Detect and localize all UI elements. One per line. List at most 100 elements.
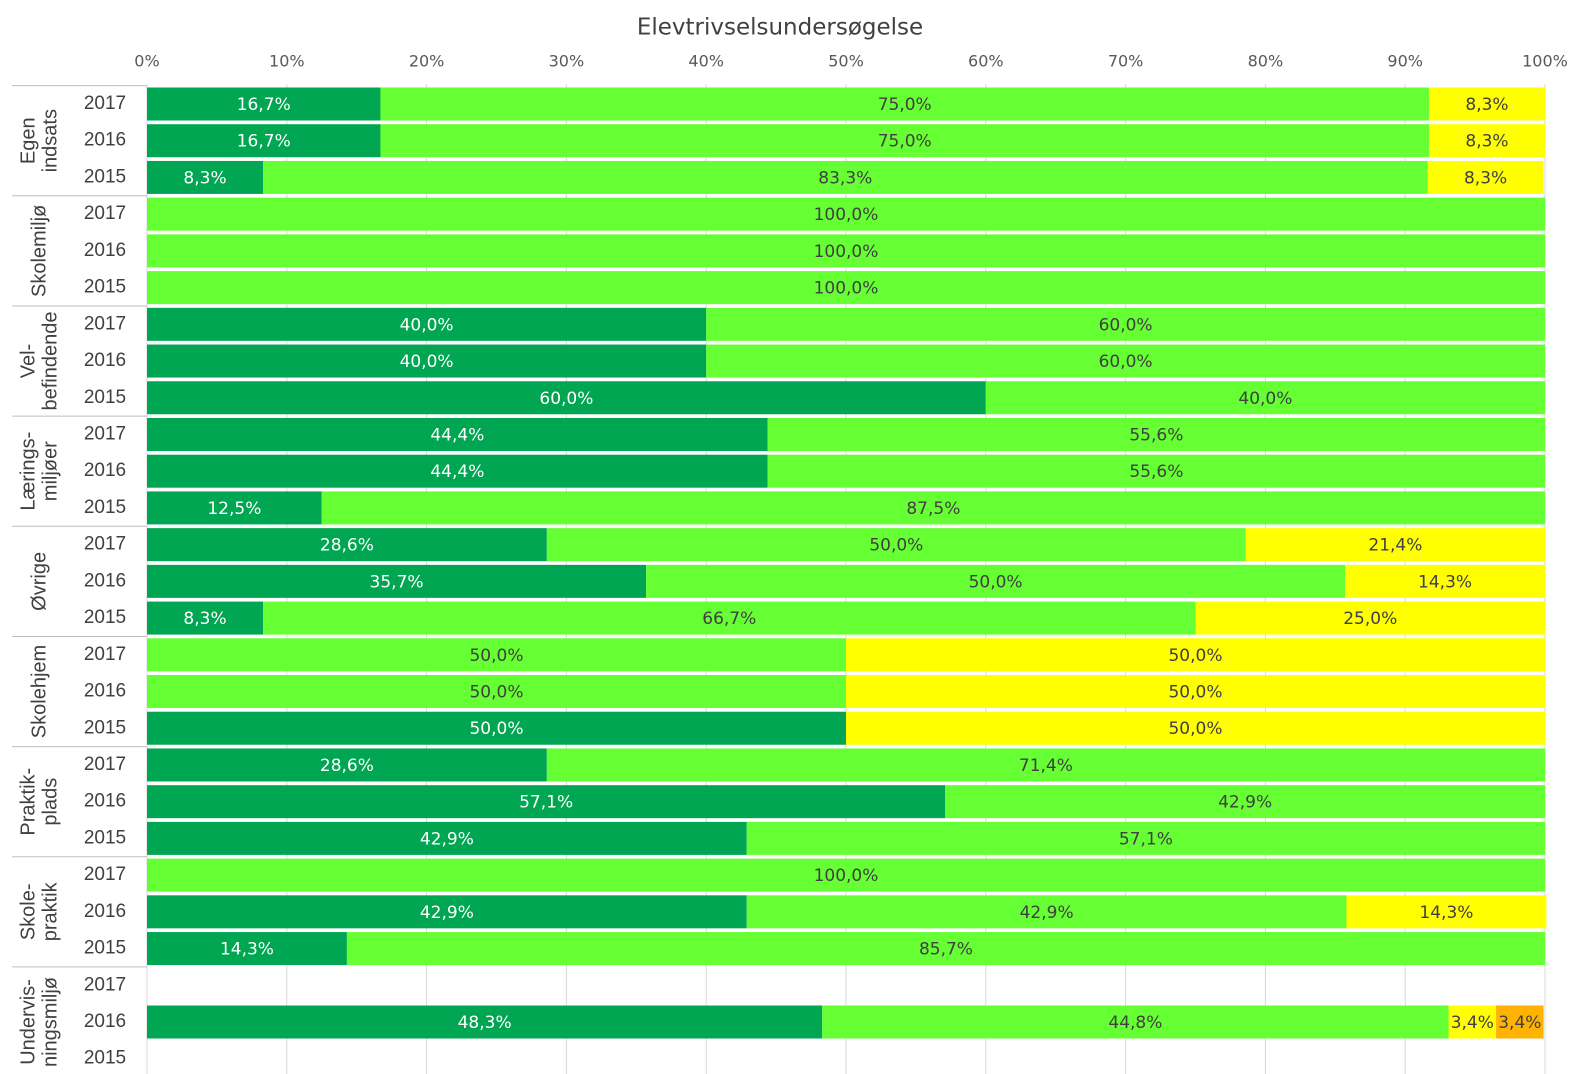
x-tick-label: 0%	[134, 52, 159, 71]
x-tick-label: 100%	[1522, 52, 1568, 71]
bar-segment	[706, 307, 1545, 341]
data-label: 71,4%	[1019, 756, 1073, 776]
bar-segment	[147, 454, 768, 488]
bar-segment	[147, 124, 381, 158]
bar-segment	[1496, 1005, 1544, 1039]
bar-segment	[263, 601, 1196, 635]
data-label: 66,7%	[702, 609, 756, 629]
bar-segment	[945, 785, 1545, 819]
data-label: 44,4%	[430, 425, 484, 445]
bar-segment	[147, 748, 547, 782]
bar-segment	[147, 307, 707, 341]
data-label: 16,7%	[237, 95, 291, 115]
bar-segment	[546, 748, 1545, 782]
y-tick-label: 2015	[84, 497, 126, 518]
bar-segment	[1428, 87, 1545, 121]
bar-segment	[822, 1005, 1449, 1039]
bar-segment	[147, 87, 381, 121]
y-tick-label: 2017	[84, 203, 126, 224]
bar-segment	[346, 932, 1545, 966]
y-tick-label: 2017	[84, 423, 126, 444]
bar-segment	[1428, 124, 1545, 158]
chart-title: Elevtrivselsundersøgelse	[637, 15, 923, 41]
y-tick-label: 2015	[84, 166, 126, 187]
y-tick-label: 2016	[84, 130, 126, 151]
data-label: 8,3%	[1464, 168, 1507, 188]
bar-segment	[546, 528, 1246, 562]
data-label: 25,0%	[1343, 609, 1397, 629]
data-label: 83,3%	[818, 168, 872, 188]
group-label: Skole-	[17, 883, 39, 940]
data-label: 42,9%	[420, 829, 474, 849]
bar-segment	[147, 344, 707, 378]
data-label: 50,0%	[1168, 646, 1222, 666]
bar-segment	[767, 417, 1545, 451]
data-label: 40,0%	[400, 315, 454, 335]
y-tick-label: 2016	[84, 681, 126, 702]
data-label: 40,0%	[400, 352, 454, 372]
y-tick-label: 2017	[84, 644, 126, 665]
data-label: 8,3%	[183, 168, 226, 188]
y-tick-label: 2015	[84, 938, 126, 959]
bar-segment	[380, 124, 1429, 158]
data-label: 57,1%	[1119, 829, 1173, 849]
group-label: Skolehjem	[28, 645, 50, 738]
group-label: praktik	[39, 881, 61, 941]
bar-segment	[147, 821, 747, 855]
bar-segment	[1427, 160, 1544, 194]
group-label: Undervis-	[17, 979, 39, 1065]
bar-segment	[147, 197, 1545, 231]
y-tick-label: 2015	[84, 1048, 126, 1069]
data-label: 35,7%	[370, 572, 424, 592]
y-tick-label: 2017	[84, 864, 126, 885]
bar-segment	[147, 564, 647, 598]
bar-segment	[846, 675, 1545, 709]
bar-segment	[646, 564, 1346, 598]
y-tick-label: 2016	[84, 791, 126, 812]
x-tick-label: 10%	[269, 52, 305, 71]
y-tick-label: 2015	[84, 717, 126, 738]
y-tick-label: 2016	[84, 1011, 126, 1032]
data-label: 14,3%	[1419, 903, 1473, 923]
data-label: 50,0%	[1168, 683, 1222, 703]
bar-segment	[147, 638, 846, 672]
bar-segment	[985, 381, 1545, 415]
bar-segment	[147, 381, 986, 415]
group-label: Øvrige	[28, 552, 50, 611]
x-tick-label: 40%	[688, 52, 724, 71]
y-tick-label: 2017	[84, 93, 126, 114]
bar-segment	[147, 1005, 823, 1039]
data-label: 16,7%	[237, 132, 291, 152]
bar-segment	[147, 675, 846, 709]
data-label: 42,9%	[1218, 793, 1272, 813]
x-tick-label: 80%	[1248, 52, 1284, 71]
data-label: 14,3%	[1418, 572, 1472, 592]
group-label: ningsmiljø	[39, 977, 61, 1067]
bar-segment	[1245, 528, 1545, 562]
bar-segment	[263, 160, 1428, 194]
data-label: 42,9%	[420, 903, 474, 923]
data-label: 75,0%	[878, 95, 932, 115]
data-label: 50,0%	[969, 572, 1023, 592]
y-tick-label: 2017	[84, 534, 126, 555]
data-label: 85,7%	[919, 940, 973, 960]
y-tick-label: 2017	[84, 754, 126, 775]
group-label: Egen	[17, 117, 39, 164]
data-label: 100,0%	[814, 866, 879, 886]
data-label: 12,5%	[207, 499, 261, 519]
bar-segment	[147, 932, 347, 966]
bar-segment	[846, 711, 1545, 745]
data-label: 55,6%	[1129, 462, 1183, 482]
bar-segment	[147, 491, 322, 525]
y-tick-label: 2016	[84, 460, 126, 481]
bar-segment	[706, 344, 1545, 378]
group-label: miljøer	[39, 441, 61, 501]
y-tick-label: 2015	[84, 387, 126, 408]
x-tick-label: 70%	[1108, 52, 1144, 71]
data-label: 50,0%	[469, 646, 523, 666]
group-label: Vel-	[17, 344, 39, 378]
group-label: Skolemiljø	[28, 205, 50, 297]
data-label: 100,0%	[814, 279, 879, 299]
y-tick-label: 2016	[84, 350, 126, 371]
